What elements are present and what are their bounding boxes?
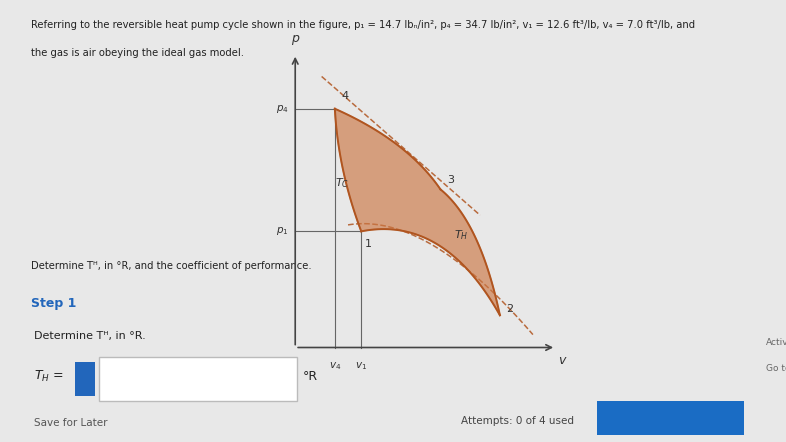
Text: Go to Se: Go to Se bbox=[766, 364, 786, 373]
Text: Save for Later: Save for Later bbox=[35, 418, 108, 428]
Text: 2: 2 bbox=[506, 304, 513, 314]
Text: $v_1$: $v_1$ bbox=[355, 360, 367, 372]
Text: $p_1$: $p_1$ bbox=[276, 225, 288, 237]
FancyBboxPatch shape bbox=[99, 357, 297, 401]
Text: the gas is air obeying the ideal gas model.: the gas is air obeying the ideal gas mod… bbox=[31, 48, 244, 58]
Text: Referring to the reversible heat pump cycle shown in the figure, p₁ = 14.7 lbₙ/i: Referring to the reversible heat pump cy… bbox=[31, 20, 695, 30]
Text: $T_C$: $T_C$ bbox=[335, 176, 349, 190]
Text: Step 1: Step 1 bbox=[31, 297, 76, 309]
Text: $T_H$: $T_H$ bbox=[454, 228, 468, 242]
Text: Determine Tᴴ, in °R, and the coefficient of performance.: Determine Tᴴ, in °R, and the coefficient… bbox=[31, 261, 311, 271]
Text: 4: 4 bbox=[341, 91, 348, 101]
Polygon shape bbox=[335, 109, 500, 315]
Text: Attempts: 0 of 4 used: Attempts: 0 of 4 used bbox=[461, 415, 574, 426]
Text: Determine Tᴴ, in °R.: Determine Tᴴ, in °R. bbox=[35, 331, 146, 341]
Text: 1: 1 bbox=[365, 240, 372, 249]
Text: $p_4$: $p_4$ bbox=[276, 103, 288, 115]
Text: °R: °R bbox=[303, 370, 318, 383]
FancyBboxPatch shape bbox=[75, 362, 95, 396]
Text: Activa: Activa bbox=[766, 338, 786, 347]
FancyBboxPatch shape bbox=[597, 401, 744, 435]
Text: 3: 3 bbox=[447, 175, 454, 185]
Text: $p$: $p$ bbox=[291, 34, 300, 47]
Text: $v$: $v$ bbox=[558, 354, 567, 367]
Text: i: i bbox=[83, 373, 87, 386]
Text: $T_H$ =: $T_H$ = bbox=[35, 369, 64, 385]
Text: $v_4$: $v_4$ bbox=[329, 360, 341, 372]
Text: Submit Answer: Submit Answer bbox=[626, 413, 714, 423]
